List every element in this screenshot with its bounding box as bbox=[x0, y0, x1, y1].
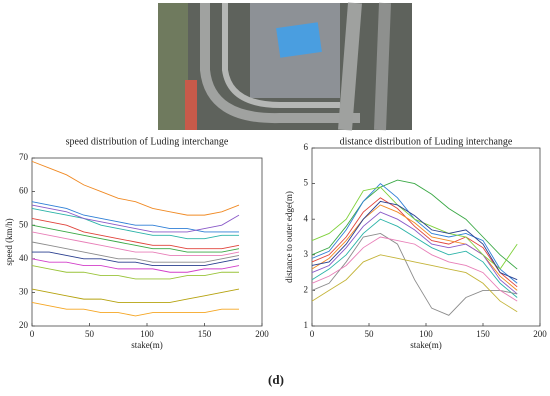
x-tick-label: 50 bbox=[365, 329, 375, 339]
series-line bbox=[31, 160, 240, 216]
y-tick-label: 1 bbox=[304, 320, 309, 330]
x-tick-label: 150 bbox=[198, 329, 212, 339]
series-line bbox=[311, 236, 518, 302]
x-tick-label: 200 bbox=[533, 329, 547, 339]
series-line bbox=[31, 231, 240, 256]
chart-title: speed distribution of Luding interchange bbox=[66, 136, 229, 147]
series-line bbox=[311, 197, 518, 288]
x-tick-label: 0 bbox=[310, 329, 315, 339]
x-tick-label: 100 bbox=[419, 329, 433, 339]
y-tick-label: 20 bbox=[19, 320, 29, 330]
y-tick-label: 40 bbox=[19, 253, 29, 263]
x-tick-label: 0 bbox=[30, 329, 35, 339]
chart-title: distance distribution of Luding intercha… bbox=[340, 136, 513, 147]
plot-frame bbox=[31, 157, 263, 327]
series-line bbox=[311, 218, 518, 298]
series-line bbox=[31, 204, 240, 233]
y-tick-label: 60 bbox=[19, 186, 29, 196]
x-axis-label: stake(m) bbox=[131, 340, 163, 350]
x-tick-label: 50 bbox=[85, 329, 95, 339]
series-line bbox=[311, 254, 518, 313]
series-line bbox=[311, 200, 518, 281]
x-tick-label: 100 bbox=[140, 329, 154, 339]
series-line bbox=[31, 288, 240, 303]
y-axis-label: speed (km/h) bbox=[4, 218, 14, 265]
aerial-photo bbox=[158, 2, 412, 131]
x-tick-label: 150 bbox=[476, 329, 490, 339]
series-line bbox=[31, 241, 240, 263]
series-line bbox=[311, 232, 518, 316]
series-line bbox=[311, 186, 518, 270]
series-line bbox=[311, 182, 518, 284]
y-tick-label: 70 bbox=[19, 152, 29, 162]
series-line bbox=[31, 224, 240, 253]
caption: (d) bbox=[268, 372, 284, 387]
x-axis-label: stake(m) bbox=[410, 340, 442, 350]
series-line bbox=[31, 258, 240, 273]
series-line bbox=[31, 218, 240, 250]
series-line bbox=[31, 302, 239, 317]
y-tick-label: 2 bbox=[304, 284, 309, 294]
y-tick-label: 4 bbox=[304, 213, 309, 223]
y-tick-label: 6 bbox=[304, 142, 309, 152]
y-tick-label: 50 bbox=[19, 219, 29, 229]
series-line bbox=[311, 179, 518, 270]
series-line bbox=[31, 207, 239, 240]
series-line bbox=[31, 265, 239, 280]
y-tick-label: 3 bbox=[304, 249, 309, 259]
y-tick-label: 30 bbox=[19, 286, 29, 296]
x-tick-label: 200 bbox=[255, 329, 269, 339]
series-line bbox=[32, 251, 240, 266]
y-axis-label: distance to outer edge(m) bbox=[284, 191, 294, 283]
series-line bbox=[31, 201, 239, 233]
y-tick-label: 5 bbox=[304, 178, 309, 188]
